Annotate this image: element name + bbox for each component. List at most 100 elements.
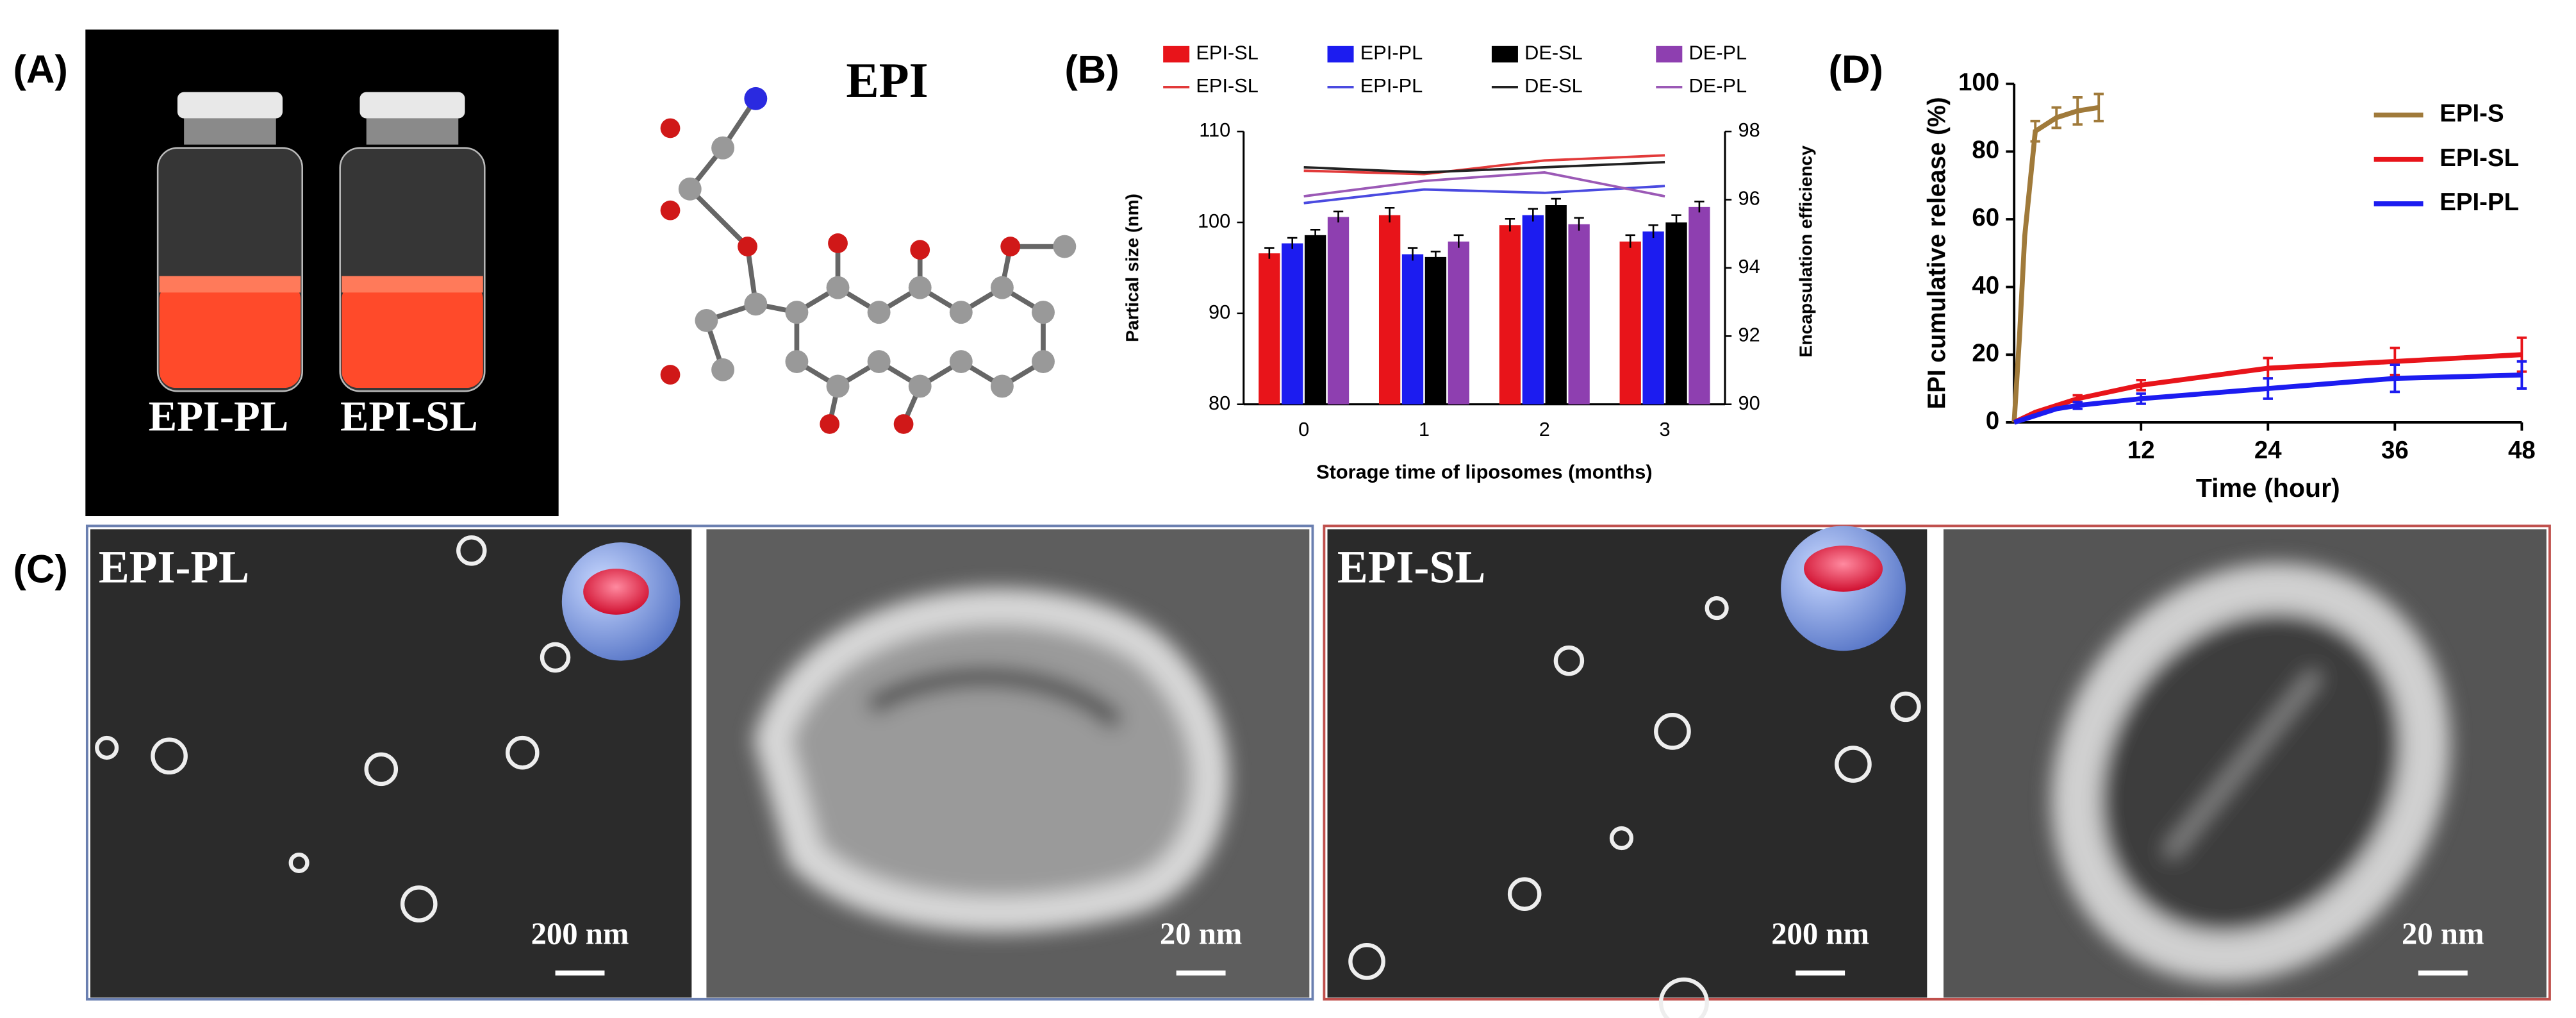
y-tick-label: 100 [1198, 210, 1230, 232]
error-bar [1574, 217, 1584, 231]
error-bar [1505, 218, 1515, 232]
tem-label: EPI-SL [1337, 542, 1485, 593]
line-series [1303, 161, 1665, 174]
tem-label: EPI-PL [99, 542, 249, 593]
x-axis-label: Time (hour) [2196, 473, 2340, 503]
legend-label: EPI-PL [1360, 42, 1423, 64]
y2-tick-label: 98 [1738, 119, 1760, 141]
legend-label: EPI-SL [2440, 144, 2519, 172]
bar [1259, 253, 1280, 405]
error-bar [1287, 237, 1298, 249]
legend-label: EPI-PL [1360, 74, 1423, 97]
error-bar [2263, 377, 2273, 400]
error-bar [1694, 201, 1705, 213]
legend-label: EPI-PL [2440, 188, 2519, 216]
error-bar [1384, 206, 1395, 222]
error-bar [1625, 234, 1635, 248]
x-tick-label: 2 [1539, 418, 1550, 440]
error-bar [2051, 106, 2061, 129]
error-bar [1310, 229, 1321, 241]
x-tick-label: 36 [2381, 437, 2409, 464]
bar [1304, 235, 1326, 405]
bar [1401, 254, 1424, 405]
x-tick-label: 12 [2127, 437, 2155, 464]
y-axis-label: Partical size (nm) [1121, 194, 1142, 342]
y2-tick-label: 92 [1738, 323, 1760, 346]
bar [1688, 206, 1710, 405]
error-bar [1671, 214, 1681, 230]
y-tick-label: 60 [1972, 204, 1999, 231]
y-tick-label: 0 [1986, 407, 1999, 435]
vial-photo: EPI-PL EPI-SL [85, 29, 559, 517]
vial-label: EPI-PL [149, 394, 288, 440]
y-tick-label: 40 [1972, 272, 1999, 299]
y-tick-label: 20 [1972, 339, 1999, 367]
legend-label: EPI-SL [1196, 42, 1258, 64]
line-series [1303, 185, 1665, 204]
bar [1327, 217, 1350, 405]
error-bar [1551, 197, 1561, 212]
legend-swatch [1327, 46, 1354, 63]
y-tick-label: 90 [1209, 301, 1230, 323]
line-series [2013, 372, 2522, 425]
error-bar [1264, 247, 1275, 259]
legend-label: DE-SL [1524, 74, 1583, 97]
bar [1619, 241, 1641, 405]
scale-label: 20 nm [2402, 917, 2484, 951]
bar [1545, 205, 1567, 405]
scale-label: 20 nm [1160, 917, 1243, 951]
error-bar [2072, 401, 2083, 410]
y2-tick-label: 96 [1738, 187, 1760, 210]
bar [1448, 241, 1469, 405]
legend-label: EPI-SL [1196, 74, 1258, 97]
legend-label: DE-SL [1524, 42, 1583, 64]
x-tick-label: 3 [1660, 418, 1671, 440]
x-tick-label: 0 [1298, 418, 1309, 440]
vial-label: EPI-SL [340, 394, 478, 440]
error-bar [1430, 251, 1441, 263]
y2-tick-label: 94 [1738, 255, 1760, 278]
legend-label: DE-PL [1689, 74, 1747, 97]
bar [1522, 215, 1544, 405]
error-bar [1453, 234, 1464, 248]
scale-label: 200 nm [1771, 917, 1869, 951]
bar [1282, 243, 1303, 405]
line-series [2011, 104, 2099, 423]
molecule: EPI [660, 53, 1077, 434]
bar [1642, 231, 1664, 405]
y-tick-label: 80 [1972, 137, 1999, 164]
y-tick-label: 100 [1958, 69, 1999, 96]
y-axis-label: EPI cumulative release (%) [1923, 97, 1951, 409]
bar [1665, 222, 1687, 405]
error-bar [2136, 392, 2146, 405]
panel-label: (A) [13, 47, 68, 92]
bar [1424, 256, 1447, 405]
molecule-title: EPI [846, 53, 928, 108]
error-bar [2390, 363, 2400, 394]
line-series [2013, 352, 2522, 425]
legend-swatch [1163, 46, 1190, 63]
y-tick-label: 110 [1199, 119, 1230, 141]
x-axis-label: Storage time of liposomes (months) [1316, 460, 1653, 483]
y2-axis-label: Encapsulation efficiency [1796, 146, 1816, 358]
error-bar [2030, 119, 2040, 143]
x-tick-label: 1 [1419, 418, 1430, 440]
line-series [1303, 171, 1665, 198]
panel-label: (C) [13, 547, 68, 591]
scale-label: 200 nm [531, 917, 629, 951]
panel-label: (B) [1064, 47, 1119, 92]
legend-swatch [1656, 46, 1683, 63]
bar [1499, 225, 1521, 405]
bar [1568, 224, 1590, 405]
y-tick-label: 80 [1209, 392, 1230, 414]
error-bar [1528, 208, 1539, 222]
x-tick-label: 24 [2254, 437, 2282, 464]
panel-label: (D) [1828, 47, 1883, 92]
y2-tick-label: 90 [1738, 392, 1760, 414]
legend-label: DE-PL [1689, 42, 1747, 64]
error-bar [2093, 92, 2104, 122]
error-bar [1648, 224, 1658, 238]
legend-label: EPI-S [2440, 100, 2504, 128]
error-bar [2136, 378, 2146, 392]
